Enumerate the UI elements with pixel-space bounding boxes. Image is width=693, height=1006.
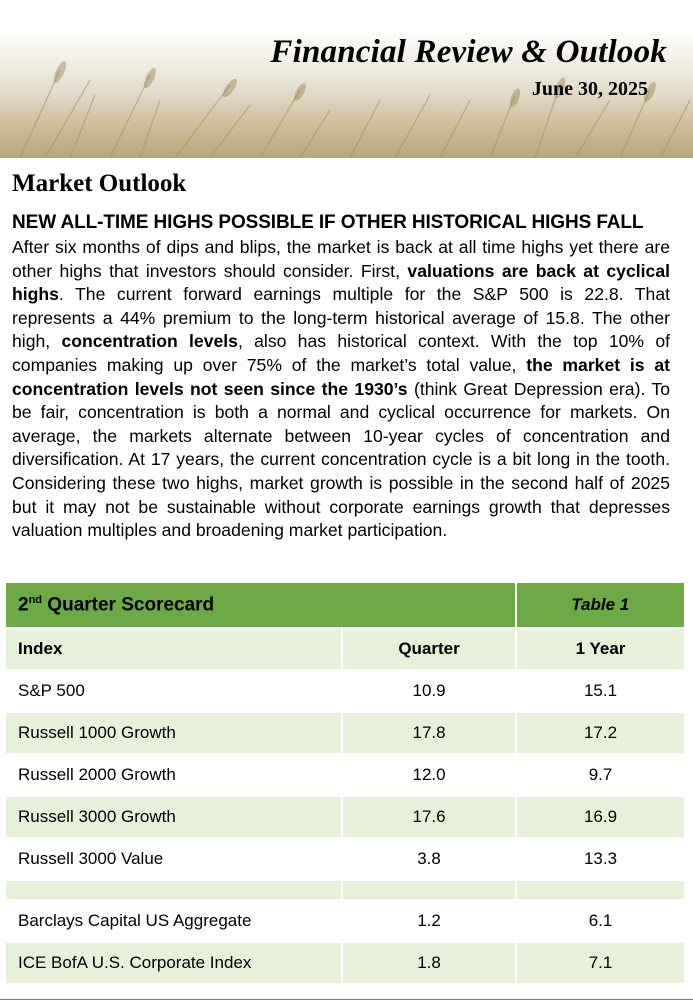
year-value: 15.1 [517, 671, 684, 711]
year-value: 16.9 [517, 797, 684, 837]
market-outlook-paragraph: After six months of dips and blips, the … [12, 237, 671, 541]
column-header-year: 1 Year [517, 629, 684, 669]
year-value: 9.7 [517, 755, 684, 795]
table-row: ICE BofA U.S. Corporate Index 1.8 7.1 [6, 943, 684, 983]
year-value: 13.3 [517, 839, 684, 879]
section-subheading: NEW ALL-TIME HIGHS POSSIBLE IF OTHER HIS… [12, 212, 644, 233]
index-name: S&P 500 [6, 671, 342, 711]
scorecard-title: 2nd Quarter Scorecard [6, 583, 515, 627]
table-row: Barclays Capital US Aggregate 1.2 6.1 [6, 901, 684, 941]
quarter-value: 10.9 [343, 671, 516, 711]
table-label: Table 1 [516, 583, 684, 627]
quarter-value: 1.2 [343, 901, 516, 941]
table-row: Russell 3000 Growth 17.6 16.9 [6, 797, 684, 837]
quarter-value: 12.0 [343, 755, 516, 795]
wheat-field-image [19, 60, 691, 158]
table-row: Russell 1000 Growth 17.8 17.2 [6, 713, 684, 753]
scorecard-title-row: 2nd Quarter Scorecard Table 1 [6, 583, 684, 627]
column-header-quarter: Quarter [343, 629, 516, 669]
quarter-value: 17.8 [343, 713, 516, 753]
index-name: Russell 3000 Value [6, 839, 342, 879]
table-spacer-row [6, 881, 684, 899]
year-value: 7.1 [517, 943, 684, 983]
index-name: Russell 1000 Growth [6, 713, 342, 753]
index-name: Russell 3000 Growth [6, 797, 342, 837]
quarter-value: 3.8 [343, 839, 516, 879]
header-banner: Financial Review & Outlook June 30, 2025 [0, 0, 693, 158]
document-title: Financial Review & Outlook [270, 34, 667, 70]
column-header-index: Index [6, 629, 342, 669]
page-divider [0, 999, 693, 1000]
section-heading: Market Outlook [12, 170, 187, 197]
year-value: 17.2 [517, 713, 684, 753]
column-header-row: Index Quarter 1 Year [6, 629, 684, 669]
quarter-value: 17.6 [343, 797, 516, 837]
index-name: ICE BofA U.S. Corporate Index [6, 943, 342, 983]
year-value: 6.1 [517, 901, 684, 941]
table-row: Russell 2000 Growth 12.0 9.7 [6, 755, 684, 795]
table-row: S&P 500 10.9 15.1 [6, 671, 684, 711]
document-date: June 30, 2025 [531, 78, 648, 100]
quarter-scorecard-table: 2nd Quarter Scorecard Table 1 Index Quar… [6, 583, 684, 983]
index-name: Russell 2000 Growth [6, 755, 342, 795]
index-name: Barclays Capital US Aggregate [6, 901, 342, 941]
table-row: Russell 3000 Value 3.8 13.3 [6, 839, 684, 879]
quarter-value: 1.8 [343, 943, 516, 983]
